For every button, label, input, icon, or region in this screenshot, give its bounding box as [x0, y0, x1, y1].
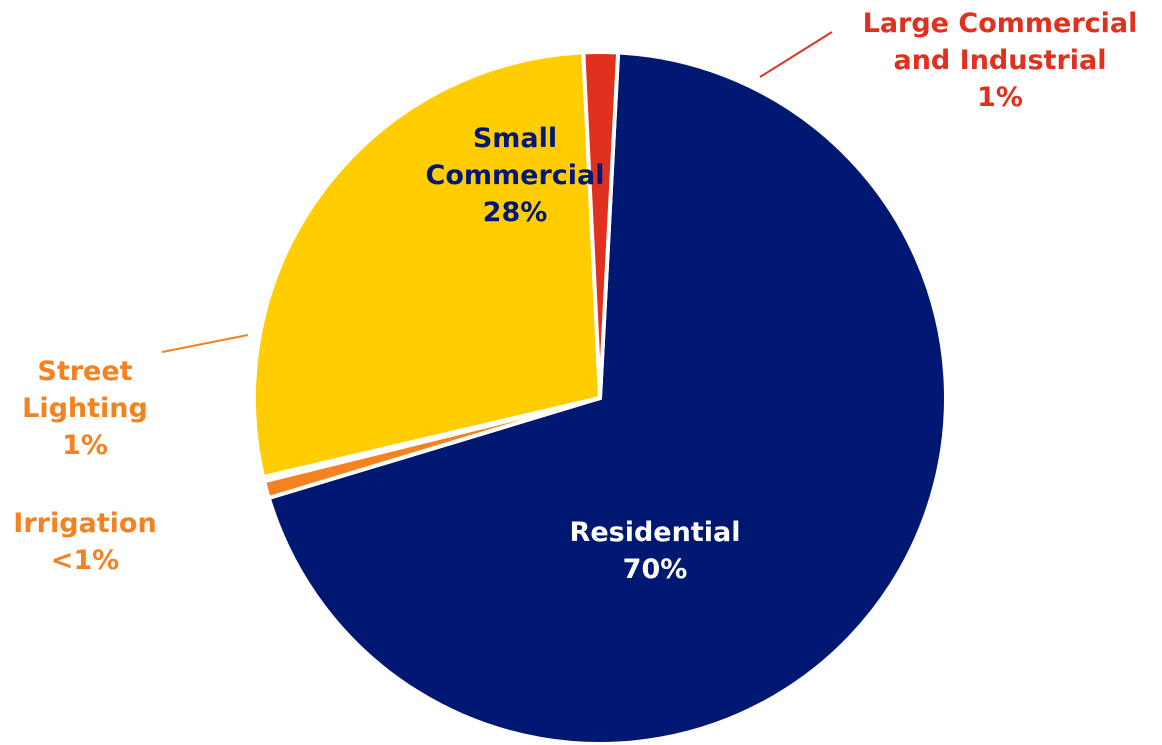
label-small-commercial-name-1: Small: [472, 123, 558, 154]
label-street-lighting-value: 1%: [62, 430, 108, 461]
leader-line-large-commercial: [759, 31, 833, 78]
label-irrigation-name: Irrigation: [13, 508, 157, 539]
pie-slice-large: [581, 49, 621, 400]
label-street-lighting-name-2: Lighting: [22, 393, 148, 424]
label-residential-name: Residential: [569, 517, 741, 548]
label-irrigation-value: <1%: [50, 545, 120, 576]
label-large-commercial-name-1: Large Commercial: [862, 8, 1138, 39]
leader-line-street-lighting: [161, 334, 249, 353]
label-small-commercial: Small Commercial 28%: [390, 120, 640, 231]
label-large-commercial-value: 1%: [977, 82, 1023, 113]
pie-slice-small: [252, 50, 602, 480]
label-irrigation: Irrigation <1%: [0, 505, 180, 579]
pie-slice-residential: [266, 50, 948, 745]
label-large-commercial: Large Commercial and Industrial 1%: [840, 5, 1160, 116]
label-residential-value: 70%: [622, 554, 688, 585]
label-street-lighting: Street Lighting 1%: [0, 353, 180, 464]
label-residential: Residential 70%: [530, 514, 780, 588]
pie-slices: [252, 49, 948, 745]
label-small-commercial-value: 28%: [482, 197, 548, 228]
label-small-commercial-name-2: Commercial: [425, 160, 605, 191]
label-street-lighting-name-1: Street: [37, 356, 133, 387]
label-large-commercial-name-2: and Industrial: [893, 45, 1107, 76]
